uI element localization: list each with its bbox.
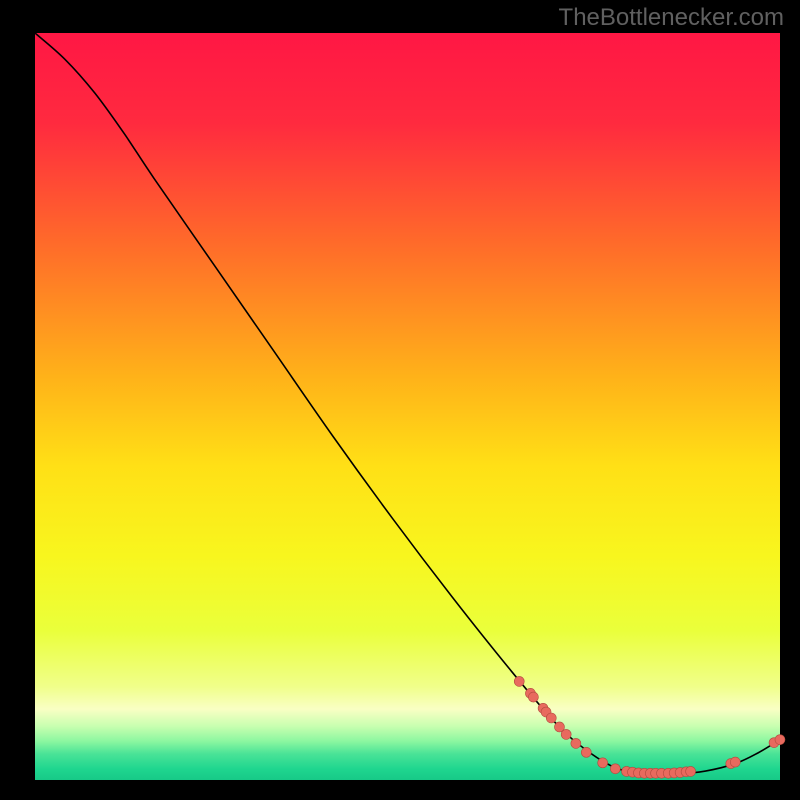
- data-marker: [775, 735, 785, 745]
- chart-stage: TheBottlenecker.com: [0, 0, 800, 800]
- data-marker: [571, 738, 581, 748]
- data-marker: [546, 713, 556, 723]
- plot-background: [35, 33, 780, 780]
- data-marker: [528, 692, 538, 702]
- chart-svg: [0, 0, 800, 800]
- data-marker: [610, 764, 620, 774]
- data-marker: [598, 758, 608, 768]
- data-marker: [561, 729, 571, 739]
- data-marker: [514, 676, 524, 686]
- data-marker: [730, 757, 740, 767]
- data-marker: [581, 747, 591, 757]
- data-marker: [686, 766, 696, 776]
